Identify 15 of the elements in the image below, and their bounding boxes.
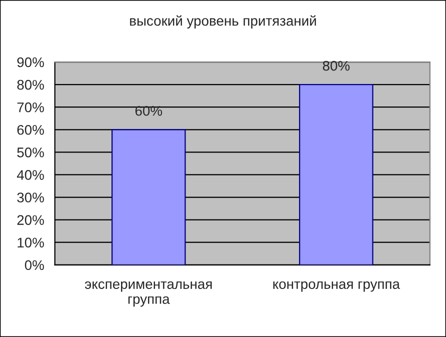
x-tick-label: контрольная группа — [273, 281, 400, 292]
y-tick-label: 40% — [16, 170, 44, 180]
x-tick-label: экспериментальная группа — [84, 281, 212, 307]
y-tick-label: 50% — [17, 148, 44, 158]
data-label: 60% — [135, 106, 162, 116]
y-tick-label: 60% — [17, 124, 44, 135]
y-tick-label: 20% — [17, 215, 44, 225]
data-label: 80% — [322, 60, 350, 71]
y-tick-label: 10% — [18, 238, 44, 248]
y-tick-label: 90% — [17, 57, 44, 68]
y-tick-label: 70% — [17, 102, 44, 112]
chart-title: высокий уровень притязаний — [130, 15, 316, 28]
y-tick-label: 30% — [17, 192, 44, 202]
y-tick-label: 80% — [17, 80, 44, 90]
y-tick-label: 0% — [24, 260, 44, 270]
